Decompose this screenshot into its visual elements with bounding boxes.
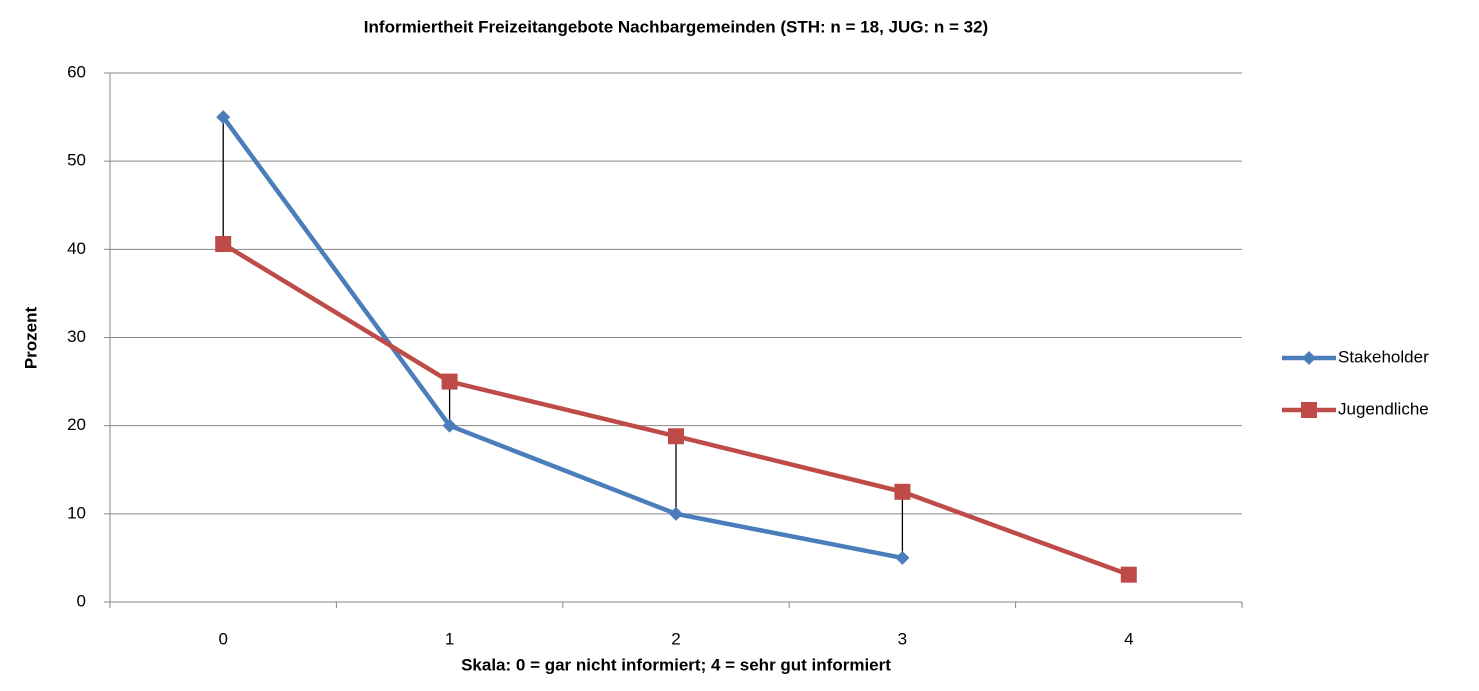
y-tick-label: 30 (67, 327, 86, 346)
x-tick-label: 1 (445, 629, 454, 648)
series-line (221, 115, 903, 561)
y-tick-label: 60 (67, 62, 86, 81)
chart-title: Informiertheit Freizeitangebote Nachbarg… (364, 17, 988, 36)
y-tick-label: 40 (67, 239, 86, 258)
y-tick-label: 10 (67, 503, 86, 522)
y-tick-label: 20 (67, 415, 86, 434)
legend-marker (1301, 402, 1317, 418)
marker (215, 236, 232, 253)
legend-label: Stakeholder (1338, 347, 1429, 366)
y-tick-label: 50 (67, 151, 86, 170)
marker (216, 110, 231, 125)
x-tick-label: 4 (1124, 629, 1133, 648)
y-tick-label: 0 (77, 591, 86, 610)
x-axis-label: Skala: 0 = gar nicht informiert; 4 = seh… (461, 655, 891, 674)
marker (441, 373, 458, 390)
marker (442, 418, 457, 433)
x-tick-label: 2 (671, 629, 680, 648)
x-tick-label: 3 (898, 629, 907, 648)
marker (894, 483, 911, 500)
series-line (222, 242, 1130, 577)
marker (668, 428, 684, 445)
legend-marker (1302, 351, 1316, 365)
marker (895, 550, 910, 565)
legend-label: Jugendliche (1338, 399, 1429, 418)
x-tick-label: 0 (218, 629, 227, 648)
marker (669, 506, 683, 521)
y-axis-label: Prozent (21, 306, 40, 369)
marker (1120, 566, 1137, 583)
